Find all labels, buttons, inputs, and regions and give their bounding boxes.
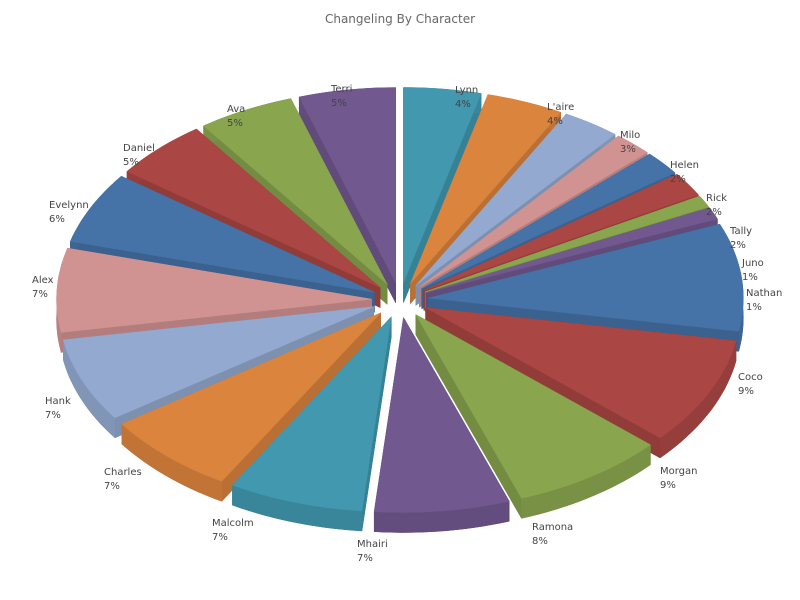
slice-value: 2% xyxy=(670,174,686,185)
pie-slice-charles[interactable] xyxy=(121,312,381,502)
slice-value: 7% xyxy=(357,553,373,564)
slice-value: 7% xyxy=(212,532,228,543)
slice-value: 5% xyxy=(123,157,139,168)
slice-top xyxy=(373,316,510,513)
slice-label: Hank xyxy=(45,396,71,407)
slice-label: Mhairi xyxy=(357,539,388,550)
slice-top xyxy=(415,113,616,286)
slice-value: 9% xyxy=(738,386,754,397)
slice-top xyxy=(70,175,375,293)
slice-label: Morgan xyxy=(660,466,698,477)
slice-value: 7% xyxy=(45,410,61,421)
slice-top xyxy=(126,128,381,288)
slice-label: L'aire xyxy=(547,102,574,113)
slice-value: 6% xyxy=(49,214,65,225)
slice-top xyxy=(423,174,699,291)
slice-value: 1% xyxy=(742,272,758,283)
slice-top xyxy=(425,307,737,439)
slice-value: 5% xyxy=(331,98,347,109)
slice-top xyxy=(62,306,374,419)
slice-label: Rick xyxy=(706,193,727,204)
slice-label: Alex xyxy=(32,275,54,286)
slice-top xyxy=(203,98,388,285)
slice-value: 5% xyxy=(227,118,243,129)
slice-top xyxy=(425,195,710,293)
slice-value: 4% xyxy=(455,99,471,110)
slice-top xyxy=(403,87,482,283)
pie-slice-mhairi[interactable] xyxy=(373,316,510,533)
slice-top xyxy=(121,312,381,482)
pie-slice-ramona[interactable] xyxy=(415,313,651,520)
slice-label: Terri xyxy=(330,84,352,95)
slice-value: 7% xyxy=(104,481,120,492)
slice-top xyxy=(419,135,648,288)
slice-value: 2% xyxy=(730,240,746,251)
slice-label: Coco xyxy=(738,372,763,383)
slice-label: Nathan xyxy=(746,288,782,299)
pie-slice-coco[interactable] xyxy=(428,223,744,352)
slice-label: Ramona xyxy=(532,522,573,533)
slice-top xyxy=(298,87,396,283)
slice-value: 3% xyxy=(620,144,636,155)
slice-label: Charles xyxy=(104,467,142,478)
slice-label: Ava xyxy=(227,104,245,115)
slice-value: 7% xyxy=(32,289,48,300)
slice-top xyxy=(428,223,744,332)
pie-slice-malcolm[interactable] xyxy=(231,316,392,532)
slice-value: 9% xyxy=(660,480,676,491)
slice-top xyxy=(421,153,676,289)
slice-label: Helen xyxy=(670,160,699,171)
slice-top xyxy=(231,316,392,512)
slice-label: Tally xyxy=(729,226,752,237)
slice-label: Evelynn xyxy=(49,200,89,211)
slice-value: 4% xyxy=(547,116,563,127)
slice-label: Milo xyxy=(620,130,640,141)
slice-label: Daniel xyxy=(123,143,155,154)
slice-label: Lynn xyxy=(455,85,478,96)
slice-label: Malcolm xyxy=(212,518,254,529)
slice-top xyxy=(415,313,651,499)
slice-label: Juno xyxy=(741,258,764,269)
slice-value: 8% xyxy=(532,536,548,547)
slice-top xyxy=(56,247,372,333)
slice-value: 1% xyxy=(746,302,762,313)
chart-title: Changeling By Character xyxy=(325,12,475,26)
slice-top xyxy=(425,207,718,294)
slice-top xyxy=(410,94,562,284)
slice-value: 2% xyxy=(706,207,722,218)
